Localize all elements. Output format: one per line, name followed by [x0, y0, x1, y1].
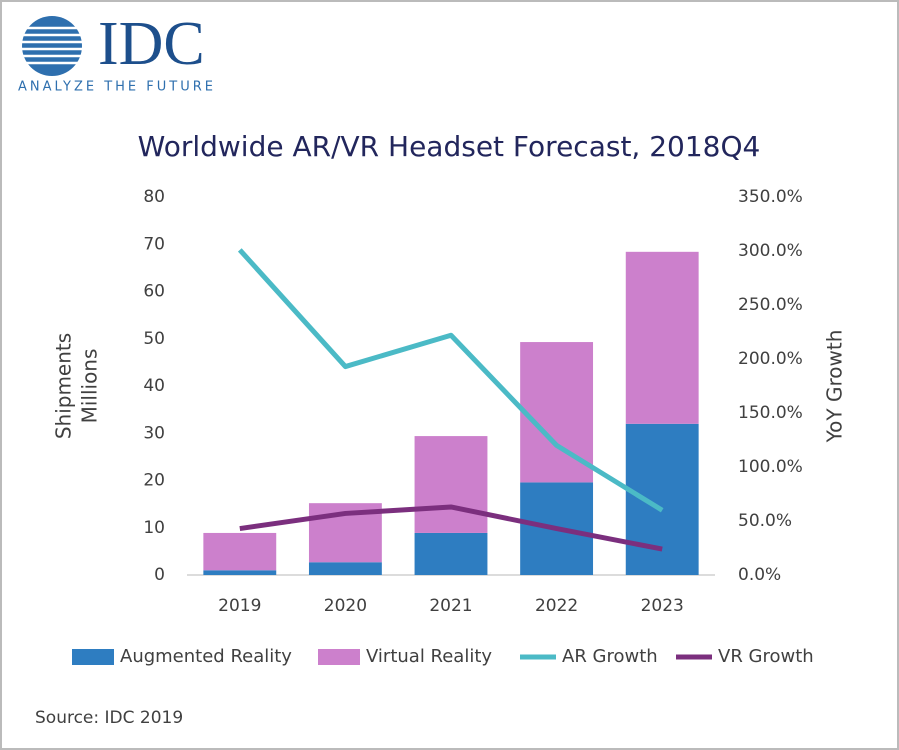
logo-tagline: ANALYZE THE FUTURE: [18, 80, 216, 95]
y2-tick-label: 200.0%: [738, 349, 803, 369]
y2-tick-label: 100.0%: [738, 457, 803, 477]
y2-tick-label: 300.0%: [738, 241, 803, 261]
bar: [625, 423, 699, 575]
y-tick-label: 0: [154, 565, 165, 585]
bar: [308, 562, 382, 575]
y-tick-label: 70: [143, 234, 165, 254]
bar: [203, 570, 277, 575]
x-tick-label: 2022: [535, 596, 578, 616]
y-axis-label: Millions: [78, 349, 102, 424]
legend-swatch: [318, 649, 360, 665]
x-tick-label: 2021: [429, 596, 472, 616]
y-tick-label: 40: [143, 376, 165, 396]
y-axis-label: Shipments: [52, 333, 76, 439]
legend-label: VR Growth: [718, 646, 814, 667]
bar: [414, 436, 488, 533]
y2-tick-label: 50.0%: [738, 511, 792, 531]
y-tick-label: 50: [143, 329, 165, 349]
chart-title: Worldwide AR/VR Headset Forecast, 2018Q4: [138, 130, 761, 163]
legend-label: Augmented Reality: [120, 646, 292, 667]
x-tick-label: 2020: [324, 596, 367, 616]
y2-tick-label: 150.0%: [738, 403, 803, 423]
logo-globe: [20, 16, 84, 76]
bar: [203, 532, 277, 571]
y-tick-label: 60: [143, 282, 165, 302]
y-tick-label: 30: [143, 423, 165, 443]
y-tick-label: 20: [143, 471, 165, 491]
source: Source: IDC 2019: [35, 708, 183, 728]
line-series: [239, 504, 663, 552]
y2-tick-label: 0.0%: [738, 565, 781, 585]
y2-axis-label: YoY Growth: [823, 330, 847, 444]
x-tick-label: 2023: [641, 596, 684, 616]
bar: [414, 532, 488, 575]
bar: [625, 251, 699, 424]
y-tick-label: 80: [143, 187, 165, 207]
legend-swatch: [72, 649, 114, 665]
line-series: [237, 248, 664, 513]
y2-tick-label: 250.0%: [738, 295, 803, 315]
y-tick-label: 10: [143, 518, 165, 538]
y2-tick-label: 350.0%: [738, 187, 803, 207]
logo-name: IDC: [98, 10, 205, 78]
x-tick-label: 2019: [218, 596, 261, 616]
legend-label: AR Growth: [562, 646, 658, 667]
legend-label: Virtual Reality: [366, 646, 492, 667]
